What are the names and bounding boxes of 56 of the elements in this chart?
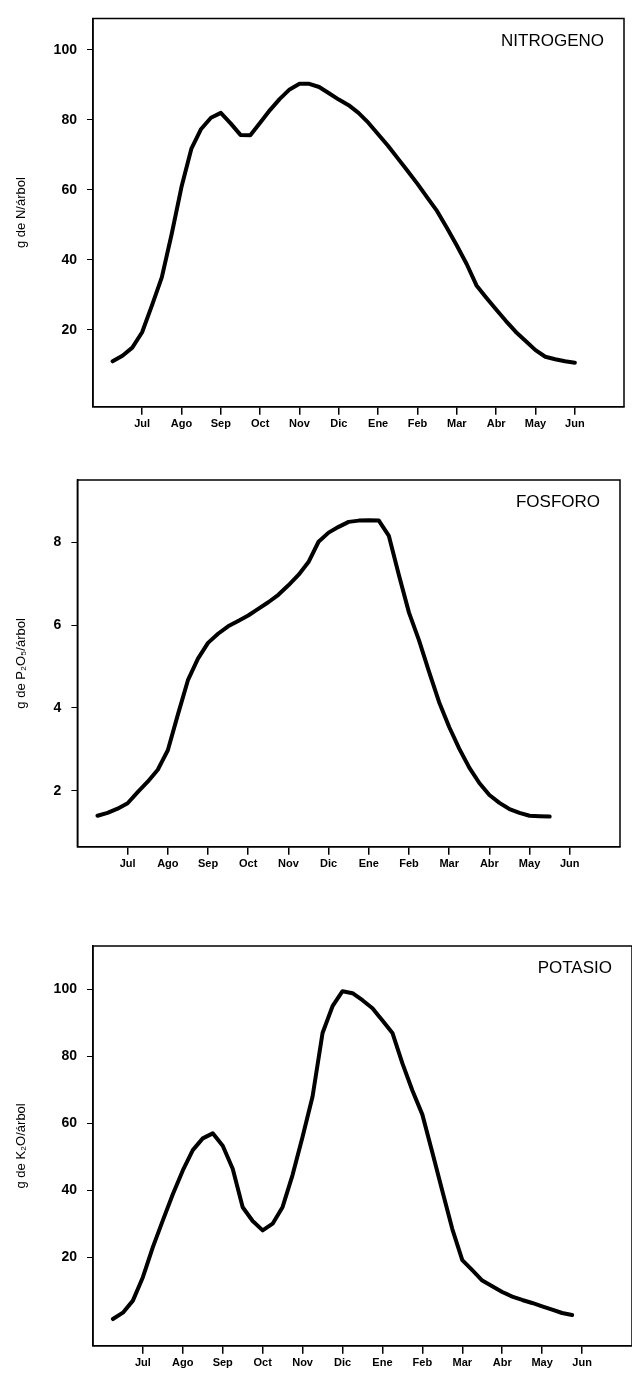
text: NITROGENO	[501, 30, 604, 50]
x-tick-label: Feb	[407, 417, 428, 430]
x-tick-label: Jun	[572, 1356, 593, 1369]
y-tick-label: 6	[53, 615, 62, 632]
x-tick-label: Abr	[486, 417, 507, 430]
x-tick-label: Ene	[372, 1356, 393, 1369]
x-tick-label: Jun	[559, 857, 580, 870]
x-tick-label: Dic	[333, 1356, 352, 1369]
x-tick-label: Nov	[289, 417, 311, 430]
text: POTASIO	[537, 958, 612, 978]
y-tick-label: 100	[53, 40, 78, 57]
x-tick-label: Ago	[157, 857, 179, 870]
y-tick-label: 8	[53, 533, 62, 550]
y-tick-label: 40	[61, 250, 78, 267]
y-tick-label: 100	[53, 980, 78, 997]
x-tick-label: May	[524, 417, 548, 430]
y-axis-title: g de N/árbol	[13, 177, 29, 249]
x-tick-label: Mar	[439, 857, 460, 870]
y-tick-label: 2	[53, 781, 62, 798]
x-tick-label: Dic	[330, 417, 348, 430]
y-axis-title: g de P₂O₅/árbol	[13, 618, 29, 709]
x-tick-label: Sep	[197, 857, 219, 870]
x-tick-label: Sep	[210, 417, 232, 430]
x-tick-label: Abr	[479, 857, 500, 870]
x-tick-label: Oct	[239, 857, 258, 870]
y-tick-label: 20	[61, 320, 78, 337]
x-tick-label: Feb	[412, 1356, 433, 1369]
x-tick-label: Nov	[278, 857, 300, 870]
y-tick-label: 80	[61, 1047, 78, 1064]
y-axis-title: g de K₂O/árbol	[13, 1103, 29, 1189]
x-tick-label: Jul	[134, 1356, 151, 1369]
y-tick-label: 80	[61, 110, 78, 127]
y-tick-label: 40	[61, 1181, 78, 1198]
y-tick-label: 60	[61, 180, 78, 197]
x-tick-label: Mar	[452, 1356, 473, 1369]
y-tick-label: 60	[61, 1114, 78, 1131]
x-tick-label: Nov	[292, 1356, 314, 1369]
x-tick-label: Mar	[447, 417, 468, 430]
x-tick-label: Abr	[492, 1356, 513, 1369]
x-tick-label: Ene	[368, 417, 389, 430]
x-tick-label: May	[531, 1356, 554, 1369]
x-tick-label: Ago	[170, 417, 193, 430]
x-tick-label: Oct	[250, 417, 270, 430]
x-tick-label: Feb	[399, 857, 420, 870]
x-tick-label: Ene	[358, 857, 379, 870]
y-tick-label: 20	[61, 1248, 78, 1264]
x-tick-label: Dic	[320, 857, 338, 870]
x-tick-label: Sep	[212, 1356, 234, 1369]
x-tick-label: May	[518, 857, 542, 870]
x-tick-label: Oct	[253, 1356, 273, 1369]
x-tick-label: Ago	[172, 1356, 194, 1369]
x-tick-label: Jul	[119, 857, 136, 870]
text: FOSFORO	[515, 492, 600, 512]
x-tick-label: Jun	[565, 417, 585, 430]
x-tick-label: Jul	[134, 417, 151, 430]
y-tick-label: 4	[53, 698, 62, 715]
